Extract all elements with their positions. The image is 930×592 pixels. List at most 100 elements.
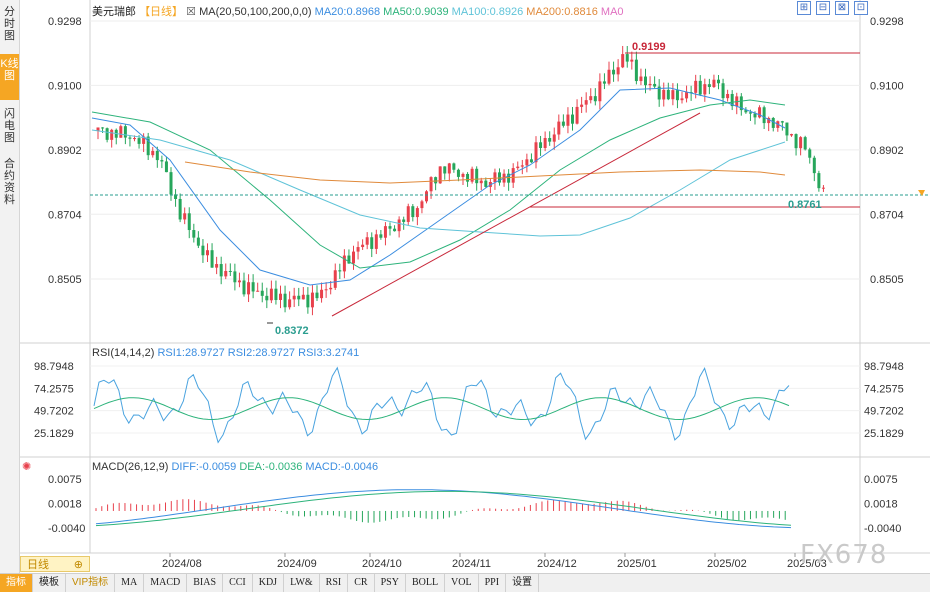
price-tick-right: 0.8902 xyxy=(870,145,904,157)
macd-tick-left: -0.0040 xyxy=(48,523,85,535)
candle-body xyxy=(361,244,365,248)
toolbar-lw[interactable]: LW& xyxy=(284,574,320,592)
crosshair-icon[interactable]: ⊕ xyxy=(73,558,83,571)
toolbar-cci[interactable]: CCI xyxy=(223,574,253,592)
rsi1-value: RSI1:28.9727 xyxy=(157,347,225,359)
tab-flash[interactable]: 闪电图 xyxy=(4,108,15,144)
price-tick-left: 0.9298 xyxy=(48,16,82,28)
rsi-tick-right: 98.7948 xyxy=(864,361,904,373)
toolbar-bias[interactable]: BIAS xyxy=(187,574,224,592)
chart-header: 美元瑞郎 【日线】 ☒ MA(20,50,100,200,0,0) MA20:0… xyxy=(92,3,624,19)
candle-body xyxy=(762,107,766,124)
macd-title: MACD(26,12,9) xyxy=(92,461,169,473)
toolbar-indicator[interactable]: 指标 xyxy=(0,574,33,592)
candle-body xyxy=(685,92,689,99)
macd-tick-right: 0.0018 xyxy=(864,498,898,510)
candle-body xyxy=(758,107,762,118)
candle-body xyxy=(201,245,205,256)
candle-body xyxy=(411,206,415,218)
candle-body xyxy=(639,76,643,82)
candle-body xyxy=(593,96,597,102)
toolbar-settings[interactable]: 设置 xyxy=(506,574,540,592)
candle-body xyxy=(352,251,355,264)
candle-body xyxy=(174,194,178,199)
toolbar-template[interactable]: 模板 xyxy=(33,574,66,592)
candle-body xyxy=(785,122,789,136)
candle-body xyxy=(689,92,693,94)
candle-body xyxy=(694,80,698,93)
toolbar-vip-indicator[interactable]: VIP指标 xyxy=(66,574,116,592)
candle-body xyxy=(137,138,141,144)
period-label: 【日线】 xyxy=(139,6,184,18)
ma200-line xyxy=(184,161,786,184)
restore-icon[interactable]: ⊠ xyxy=(835,1,849,15)
maximize-icon[interactable]: ⊡ xyxy=(854,1,868,15)
candle-body xyxy=(612,69,616,75)
candle-body xyxy=(251,282,255,292)
candle-body xyxy=(315,292,319,299)
price-tick-right: 0.9100 xyxy=(870,80,904,92)
tab-timeshare[interactable]: 分时图 xyxy=(4,6,15,42)
candle-body xyxy=(717,79,720,84)
toolbar-psy[interactable]: PSY xyxy=(375,574,406,592)
macd-settings-icon[interactable]: ✺ xyxy=(22,461,32,473)
settings-icon[interactable]: ☒ xyxy=(186,6,196,18)
candle-body xyxy=(365,237,369,245)
layout-icon[interactable]: ⊞ xyxy=(797,1,811,15)
candle-body xyxy=(602,81,606,84)
candle-body xyxy=(780,121,784,123)
candle-body xyxy=(242,280,246,295)
ma50-line xyxy=(91,99,786,269)
candle-body xyxy=(507,173,511,183)
tab-contract-info[interactable]: 合约资料 xyxy=(4,158,15,206)
candle-body xyxy=(292,295,296,300)
candle-body xyxy=(589,96,593,101)
candle-body xyxy=(498,172,501,183)
rsi3-value: RSI3:3.2741 xyxy=(298,347,360,359)
toolbar-ma[interactable]: MA xyxy=(115,574,145,592)
split-icon[interactable]: ⊟ xyxy=(816,1,830,15)
candle-body xyxy=(812,157,816,174)
candle-body xyxy=(479,180,483,184)
candle-body xyxy=(799,137,803,149)
toolbar-rsi[interactable]: RSI xyxy=(320,574,349,592)
candle-body xyxy=(703,84,707,95)
toolbar-cr[interactable]: CR xyxy=(348,574,375,592)
price-tick-left: 0.9100 xyxy=(48,80,82,92)
candle-body xyxy=(721,83,725,99)
candle-body xyxy=(187,213,191,231)
candle-body xyxy=(164,161,168,173)
candle-body xyxy=(237,280,241,283)
candle-body xyxy=(552,134,556,142)
candle-body xyxy=(283,293,287,308)
candle-body xyxy=(415,208,419,218)
candle-body xyxy=(429,177,433,192)
period-tab-daily[interactable]: 日线 ⊕ xyxy=(20,556,90,572)
candle-body xyxy=(434,177,438,184)
candle-body xyxy=(356,247,360,252)
candle-body xyxy=(456,169,460,177)
candle-body xyxy=(333,270,337,288)
toolbar-macd[interactable]: MACD xyxy=(144,574,188,592)
toolbar-kdj[interactable]: KDJ xyxy=(253,574,285,592)
price-chart[interactable]: 0.9298 0.9298 0.9100 0.9100 0.8902 0.8902 0.87… xyxy=(20,0,930,573)
candle-body xyxy=(616,67,620,75)
candle-body xyxy=(279,293,282,301)
candle-body xyxy=(548,138,552,142)
toolbar-boll[interactable]: BOLL xyxy=(406,574,446,592)
macd-tick-left: 0.0018 xyxy=(48,498,82,510)
candle-body xyxy=(123,126,127,138)
macd-value: MACD:-0.0046 xyxy=(305,461,379,473)
candle-body xyxy=(525,159,529,166)
candle-body xyxy=(539,142,543,148)
rsi2-line xyxy=(93,397,790,421)
candle-body xyxy=(534,142,538,163)
candle-body xyxy=(516,166,520,169)
toolbar-vol[interactable]: VOL xyxy=(445,574,479,592)
candle-body xyxy=(575,106,579,124)
candle-body xyxy=(224,270,228,277)
rsi2-value: RSI2:28.9727 xyxy=(227,347,296,359)
tab-kline[interactable]: K线图 xyxy=(0,54,19,100)
toolbar-ppi[interactable]: PPI xyxy=(479,574,507,592)
candle-body xyxy=(247,282,251,295)
